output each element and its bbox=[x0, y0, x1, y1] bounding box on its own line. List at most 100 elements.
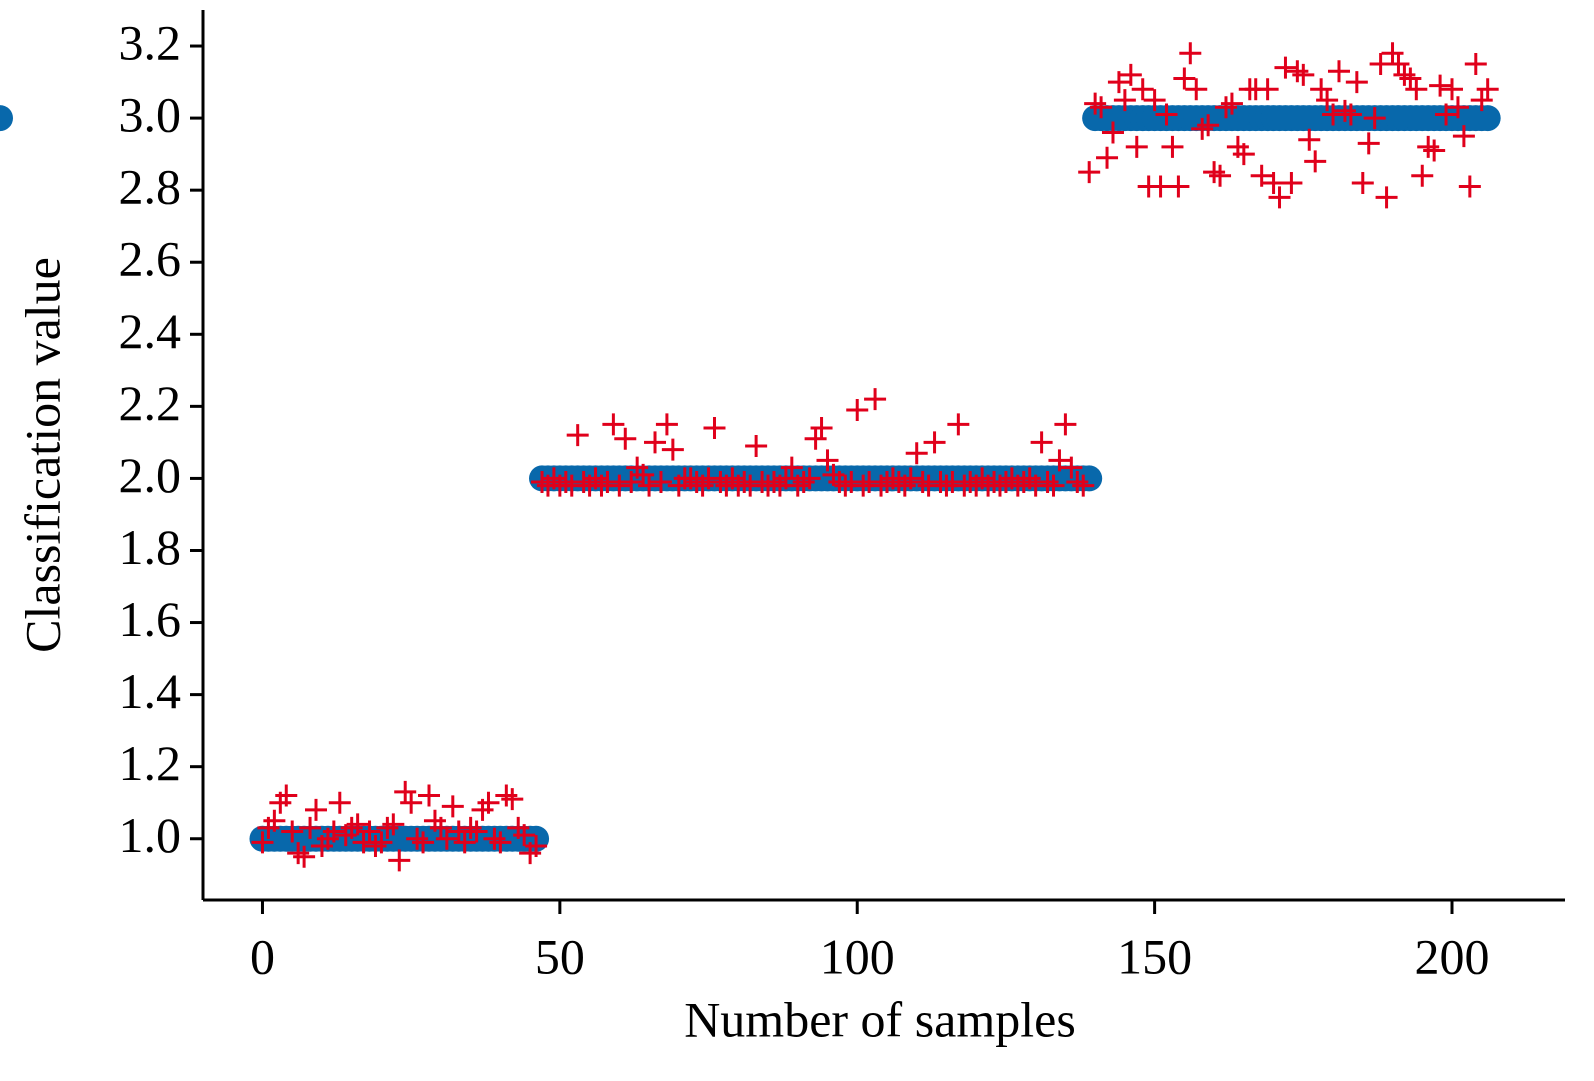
point bbox=[388, 849, 411, 872]
point bbox=[251, 831, 274, 854]
point bbox=[1060, 456, 1083, 479]
point bbox=[1435, 103, 1458, 126]
point bbox=[644, 431, 667, 454]
y-axis-label: Classification value bbox=[14, 257, 70, 653]
point bbox=[299, 816, 322, 839]
point bbox=[435, 827, 458, 850]
point bbox=[804, 427, 827, 450]
point bbox=[1119, 63, 1142, 86]
point bbox=[745, 434, 768, 457]
y-tick-label: 2.2 bbox=[119, 375, 182, 431]
point bbox=[1048, 449, 1071, 472]
point bbox=[305, 798, 328, 821]
point bbox=[1143, 89, 1166, 112]
point bbox=[697, 467, 720, 490]
point bbox=[1357, 132, 1380, 155]
point bbox=[614, 427, 637, 450]
point bbox=[281, 820, 304, 843]
point bbox=[1286, 60, 1309, 83]
point bbox=[1078, 161, 1101, 184]
point bbox=[638, 474, 661, 497]
point bbox=[441, 795, 464, 818]
x-tick-label: 100 bbox=[820, 928, 895, 984]
y-tick-label: 1.0 bbox=[119, 807, 182, 863]
point bbox=[1232, 143, 1255, 166]
point bbox=[1042, 474, 1065, 497]
point bbox=[465, 820, 488, 843]
point bbox=[1280, 171, 1303, 194]
point bbox=[1076, 465, 1103, 492]
point bbox=[1375, 186, 1398, 209]
point bbox=[1209, 164, 1232, 187]
point bbox=[328, 791, 351, 814]
point bbox=[263, 809, 286, 832]
point bbox=[1131, 78, 1154, 101]
point bbox=[293, 845, 316, 868]
point bbox=[798, 467, 821, 490]
y-tick-label: 1.2 bbox=[119, 735, 182, 791]
point bbox=[1345, 71, 1368, 94]
point bbox=[1054, 413, 1077, 436]
point bbox=[1417, 135, 1440, 158]
y-tick-label: 1.8 bbox=[119, 519, 182, 575]
point bbox=[780, 456, 803, 479]
point bbox=[382, 813, 405, 836]
y-tick-label: 2.0 bbox=[119, 447, 182, 503]
point bbox=[608, 474, 631, 497]
point bbox=[1458, 175, 1481, 198]
point bbox=[649, 471, 672, 494]
point bbox=[899, 467, 922, 490]
x-tick-label: 200 bbox=[1414, 928, 1489, 984]
point bbox=[1185, 78, 1208, 101]
point bbox=[1113, 89, 1136, 112]
point bbox=[412, 831, 435, 854]
point bbox=[275, 784, 298, 807]
point bbox=[346, 813, 369, 836]
point bbox=[703, 416, 726, 439]
point bbox=[1429, 74, 1452, 97]
point bbox=[1161, 135, 1184, 158]
y-tick-label: 2.8 bbox=[119, 159, 182, 215]
point bbox=[1304, 150, 1327, 173]
point bbox=[1310, 78, 1333, 101]
point bbox=[418, 784, 441, 807]
point bbox=[1441, 78, 1463, 101]
point bbox=[846, 398, 869, 421]
point bbox=[1167, 175, 1190, 198]
y-tick-label: 2.6 bbox=[119, 231, 182, 287]
point bbox=[596, 471, 619, 494]
point bbox=[661, 438, 684, 461]
point bbox=[1256, 78, 1279, 101]
point bbox=[1474, 105, 1501, 132]
point bbox=[905, 442, 928, 465]
point bbox=[370, 831, 393, 854]
point bbox=[525, 834, 548, 857]
point bbox=[602, 413, 625, 436]
point bbox=[1387, 53, 1410, 76]
y-tick-label: 1.6 bbox=[119, 591, 182, 647]
point bbox=[1381, 42, 1404, 65]
point bbox=[400, 791, 423, 814]
point bbox=[1327, 60, 1350, 83]
point bbox=[1363, 107, 1386, 130]
point bbox=[1292, 63, 1315, 86]
point bbox=[1173, 67, 1196, 90]
point bbox=[1351, 171, 1374, 194]
point bbox=[489, 831, 512, 854]
point bbox=[1405, 78, 1428, 101]
point bbox=[816, 449, 839, 472]
point bbox=[358, 820, 381, 843]
y-tick-label: 1.4 bbox=[119, 663, 182, 719]
point bbox=[1476, 78, 1499, 101]
point bbox=[1155, 103, 1178, 126]
point bbox=[1096, 146, 1119, 169]
point bbox=[566, 424, 589, 447]
point bbox=[0, 105, 13, 132]
point bbox=[1399, 67, 1422, 90]
point bbox=[1203, 161, 1226, 184]
point bbox=[947, 413, 970, 436]
point bbox=[453, 831, 476, 854]
point bbox=[394, 780, 417, 803]
y-tick-label: 2.4 bbox=[119, 303, 182, 359]
